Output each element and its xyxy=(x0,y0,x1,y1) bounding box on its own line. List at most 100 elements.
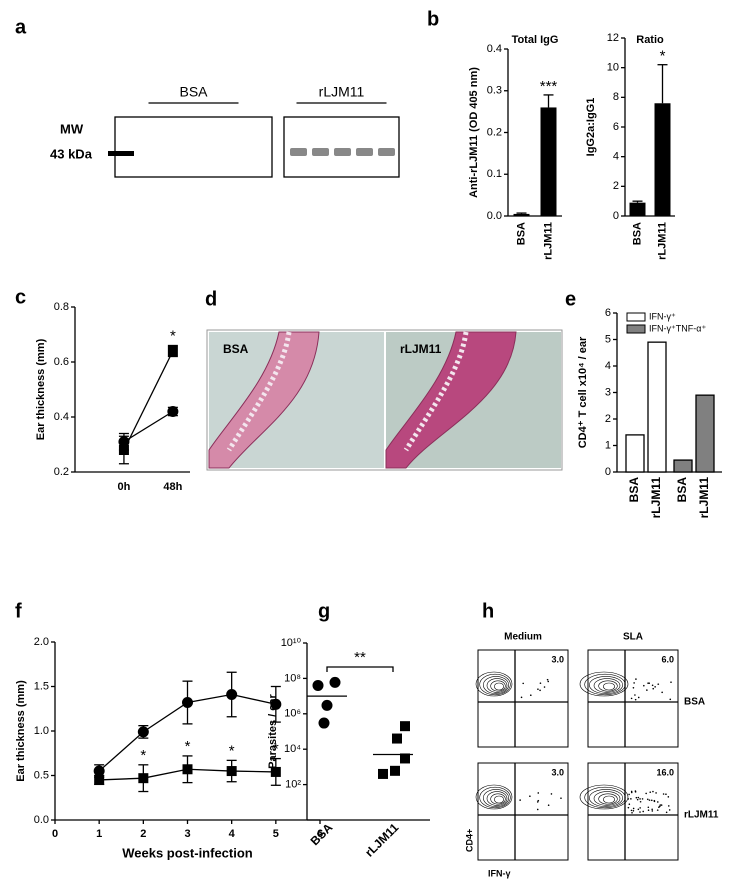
flow-plot xyxy=(587,649,679,748)
y-tick-label: 6 xyxy=(613,121,619,133)
contour xyxy=(494,795,504,804)
x-tick-label: 0h xyxy=(118,481,131,493)
y-tick-label: 0.8 xyxy=(54,301,69,313)
positive-events xyxy=(519,792,562,811)
image-label: BSA xyxy=(223,342,249,356)
event-dot xyxy=(649,791,652,793)
event-dot xyxy=(643,684,645,687)
panel-letter: b xyxy=(427,8,439,30)
event-dot xyxy=(628,793,630,796)
x-tick-label: BSA xyxy=(627,477,641,503)
marker xyxy=(137,726,149,738)
flow-plot xyxy=(587,762,679,861)
event-dot xyxy=(543,686,546,688)
x-axis-label: IFN-γ xyxy=(488,868,511,878)
contour xyxy=(593,678,621,693)
event-dot xyxy=(539,682,542,684)
event-dot xyxy=(628,803,631,806)
event-dot xyxy=(632,809,635,812)
event-dot xyxy=(630,809,633,812)
marker xyxy=(321,699,333,711)
annotation: * xyxy=(660,48,666,65)
gel-band xyxy=(290,148,307,156)
marker xyxy=(392,733,402,744)
event-dot xyxy=(637,808,640,811)
event-dot xyxy=(520,696,523,699)
positive-events xyxy=(627,790,671,814)
contour xyxy=(490,680,506,692)
contour xyxy=(479,673,511,696)
event-dot xyxy=(547,680,550,683)
row-label: BSA xyxy=(684,697,705,708)
event-dot xyxy=(632,807,635,810)
event-dot xyxy=(536,801,539,803)
legend-label: IFN-γ⁺TNF-α⁺ xyxy=(649,323,706,333)
y-tick-label: 4 xyxy=(613,151,619,163)
event-dot xyxy=(627,806,630,809)
event-dot xyxy=(670,681,672,683)
gel-lane-box xyxy=(114,116,273,178)
flow-plot xyxy=(477,762,569,861)
event-dot xyxy=(659,805,661,808)
bar xyxy=(654,103,671,216)
series-line xyxy=(123,410,174,443)
event-dot xyxy=(656,809,659,811)
legend-label: IFN-γ⁺ xyxy=(649,311,676,321)
event-dot xyxy=(634,698,637,701)
marker xyxy=(270,766,281,777)
event-dot xyxy=(662,793,665,795)
bar xyxy=(695,394,715,473)
contour xyxy=(589,676,623,694)
y-tick-label: 0.2 xyxy=(487,126,502,138)
panel-letter: c xyxy=(15,286,26,308)
gel-band xyxy=(312,148,329,156)
x-tick-label: 48h xyxy=(163,481,182,493)
contour xyxy=(603,795,615,804)
event-dot xyxy=(661,691,663,694)
y-tick-label: 3 xyxy=(605,386,611,398)
panel-letter: e xyxy=(565,288,576,310)
marker-size: 43 kDa xyxy=(50,146,93,161)
event-dot xyxy=(651,808,653,811)
event-dot xyxy=(560,797,562,799)
x-tick-label: 1 xyxy=(96,828,102,840)
contour xyxy=(584,786,626,809)
annotation: * xyxy=(170,327,176,344)
event-dot xyxy=(536,808,539,811)
gel-lane-box xyxy=(283,116,400,178)
marker xyxy=(329,676,341,688)
y-tick-label: 12 xyxy=(607,32,619,44)
event-dot xyxy=(646,689,648,691)
event-dot xyxy=(537,688,539,690)
y-tick-label: 0.6 xyxy=(54,356,69,368)
contour xyxy=(486,791,508,806)
marker xyxy=(167,346,178,356)
marker-band xyxy=(108,151,134,156)
column-label: SLA xyxy=(623,632,643,643)
series-line xyxy=(123,350,174,451)
contour xyxy=(475,784,513,810)
y-tick-label: 0.0 xyxy=(34,814,49,826)
marker xyxy=(182,697,193,709)
contour xyxy=(598,680,618,692)
x-tick-label: 5 xyxy=(273,828,279,840)
y-tick-label: 0.4 xyxy=(487,43,502,55)
event-dot xyxy=(651,684,654,687)
annotation: * xyxy=(273,741,279,758)
marker xyxy=(400,753,410,764)
marker xyxy=(118,436,130,448)
x-tick-label: 4 xyxy=(229,828,236,840)
y-tick-label: 1 xyxy=(605,439,611,451)
event-dot xyxy=(637,796,640,799)
bar xyxy=(629,202,646,216)
column-label: Medium xyxy=(504,632,542,643)
event-dot xyxy=(665,793,667,796)
event-dot xyxy=(529,694,532,696)
event-dot xyxy=(635,678,637,680)
event-dot xyxy=(635,796,638,799)
event-dot xyxy=(656,801,659,803)
event-dot xyxy=(634,790,637,792)
legend-swatch xyxy=(626,324,646,334)
x-tick-label: rLJM11 xyxy=(649,477,663,519)
y-tick-label: 0.3 xyxy=(487,85,502,97)
